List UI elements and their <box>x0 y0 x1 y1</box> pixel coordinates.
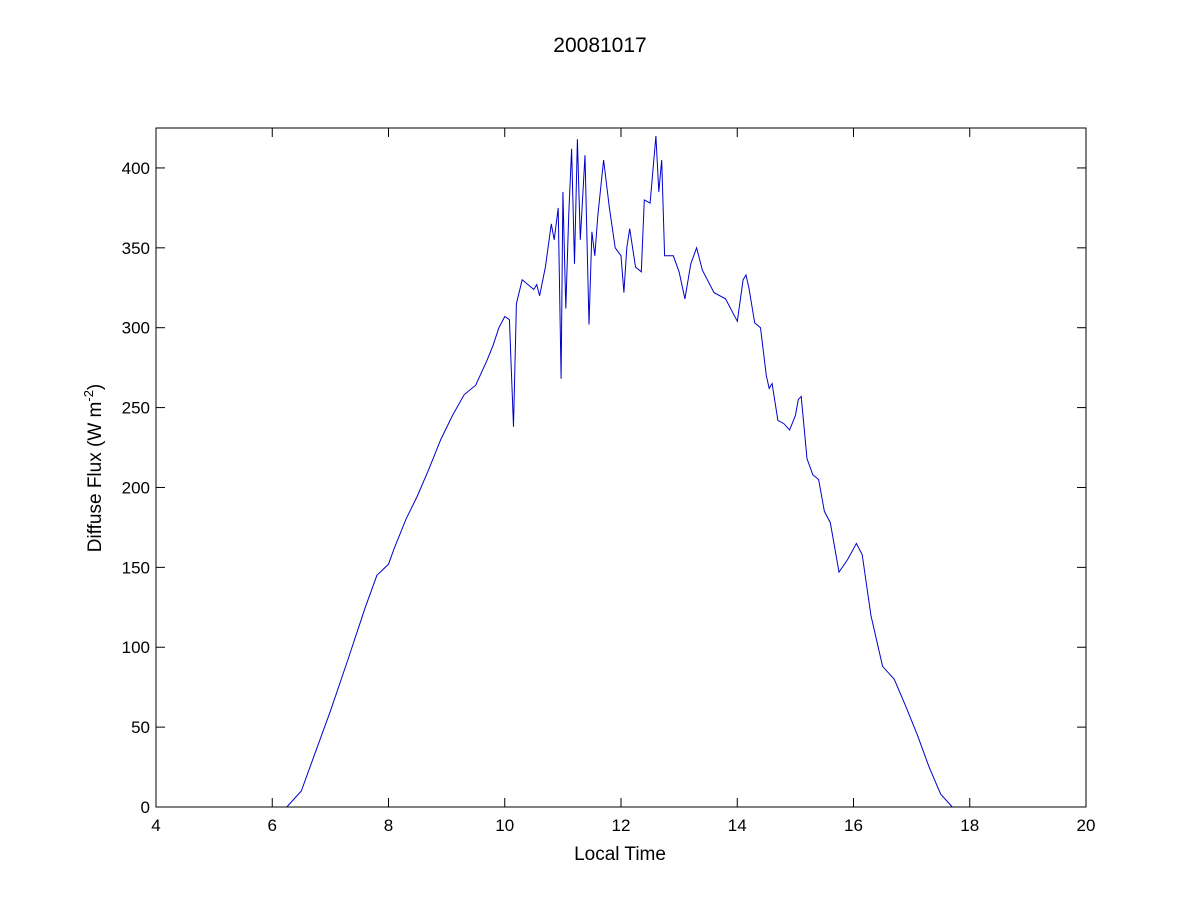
y-tick-label: 50 <box>131 718 150 737</box>
x-tick-label: 20 <box>1077 816 1096 835</box>
y-tick-label: 200 <box>122 478 150 497</box>
y-tick-label: 150 <box>122 558 150 577</box>
y-axis-label-close: ) <box>85 384 106 390</box>
series-line <box>286 135 953 808</box>
y-tick-label: 350 <box>122 239 150 258</box>
x-tick-label: 10 <box>495 816 514 835</box>
x-tick-label: 6 <box>268 816 277 835</box>
y-tick-label: 400 <box>122 159 150 178</box>
x-tick-label: 12 <box>612 816 631 835</box>
x-tick-label: 14 <box>728 816 747 835</box>
y-axis-label-superscript: -2 <box>81 390 96 402</box>
x-axis-label: Local Time <box>574 844 666 865</box>
y-tick-label: 250 <box>122 399 150 418</box>
x-tick-label: 18 <box>960 816 979 835</box>
y-tick-label: 300 <box>122 319 150 338</box>
y-axis-label-main: Diffuse Flux (W m <box>85 402 106 553</box>
y-tick-label: 0 <box>141 798 150 817</box>
x-tick-label: 4 <box>151 816 160 835</box>
ticks-group <box>155 128 1087 808</box>
y-tick-label: 100 <box>122 638 150 657</box>
y-axis-label: Diffuse Flux (W m-2) <box>81 384 106 553</box>
x-tick-label: 16 <box>844 816 863 835</box>
x-tick-label: 8 <box>384 816 393 835</box>
plot-area <box>155 127 1087 808</box>
chart-title: 20081017 <box>553 34 646 57</box>
